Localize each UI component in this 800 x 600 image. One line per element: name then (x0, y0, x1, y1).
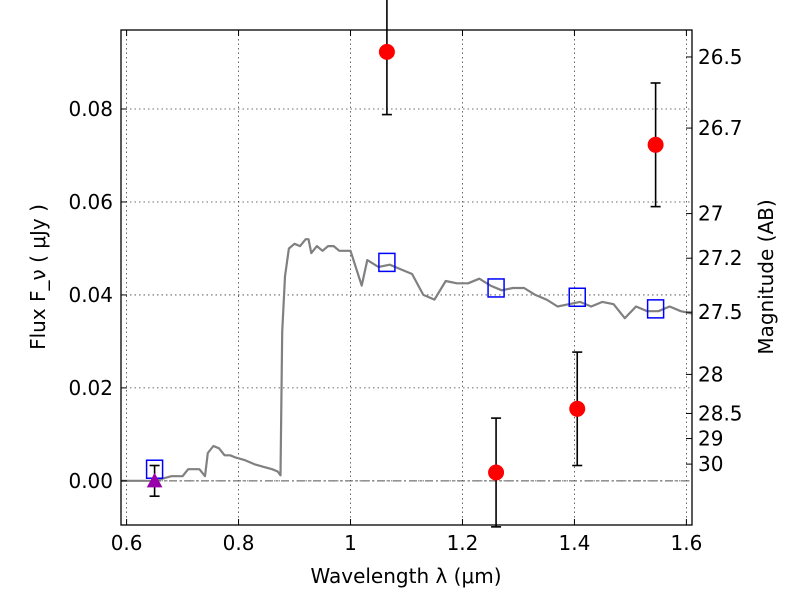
y-tick-label: 0.04 (68, 283, 113, 307)
observed-flux-point (488, 464, 505, 481)
x-tick-label: 1.4 (559, 531, 591, 555)
right-tick-label: 29 (698, 427, 723, 451)
x-axis-title: Wavelength λ (μm) (310, 564, 501, 588)
y-tick-label: 0.02 (68, 376, 113, 400)
x-tick-label: 1 (344, 531, 357, 555)
x-tick-label: 0.6 (111, 531, 143, 555)
model-flux-square (646, 299, 665, 319)
right-tick-label: 27 (698, 202, 723, 226)
right-tick-label: 27.2 (698, 246, 743, 270)
axis-ticks: 0.6 0.8 1 1.2 1.4 1.6 0.00 0.02 0.04 0.06 0.08 26.5… (68, 30, 743, 555)
y-axis-title: Flux F_ν ( μJy ) (26, 204, 50, 350)
right-tick-label: 26.7 (698, 116, 743, 140)
x-tick-label: 1.2 (447, 531, 479, 555)
observed-flux-point (378, 43, 395, 60)
right-tick-label: 30 (698, 452, 723, 476)
observed-flux-point (569, 400, 586, 417)
y-tick-label: 0.06 (68, 190, 113, 214)
grid (121, 30, 692, 525)
right-tick-label: 28.5 (698, 401, 743, 425)
plot-frame (120, 29, 693, 526)
model-flux-square (568, 287, 586, 308)
y-tick-label: 0.00 (68, 469, 113, 493)
right-tick-label: 27.5 (698, 300, 743, 324)
model-flux-square (378, 252, 396, 273)
right-axis-title: Magnitude (AB) (754, 199, 778, 354)
x-tick-label: 1.6 (670, 531, 702, 555)
model-flux-square (487, 278, 505, 298)
right-tick-label: 28 (698, 362, 723, 386)
data-layer (121, 0, 693, 528)
x-tick-label: 0.8 (223, 531, 255, 555)
observed-flux-triangle (146, 472, 163, 488)
model-spectrum-line (121, 238, 693, 482)
observed-flux-point (647, 136, 664, 153)
y-tick-label: 0.08 (68, 97, 113, 121)
right-tick-label: 26.5 (698, 45, 743, 69)
